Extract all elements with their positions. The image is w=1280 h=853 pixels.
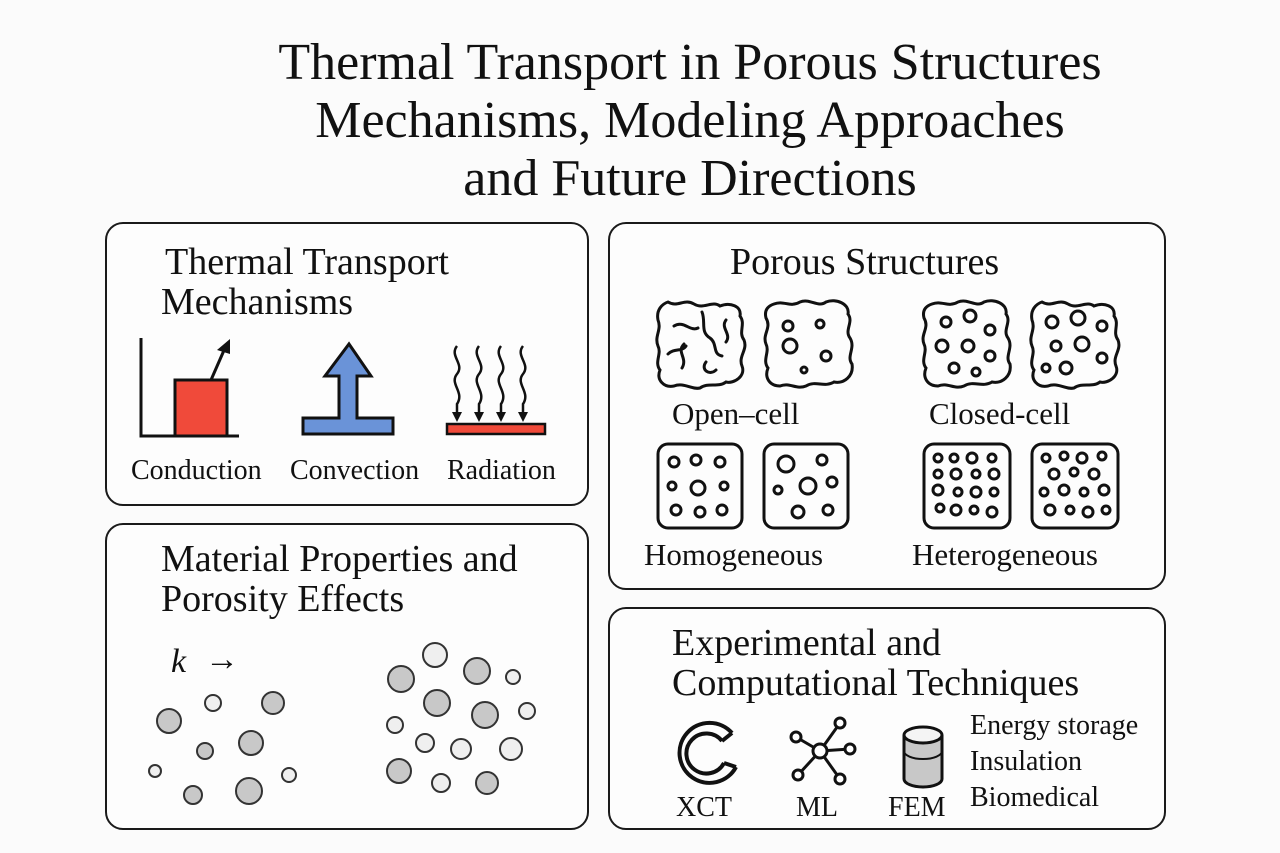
- convection-icon: [301, 341, 395, 436]
- conduction-label: Conduction: [131, 455, 262, 486]
- sparse-pores-icon: [148, 691, 297, 805]
- main-title: Thermal Transport in Porous Structures M…: [170, 34, 1210, 208]
- homogeneous-pores-icon-2: [762, 442, 850, 530]
- homogeneous-pores-icon-1: [656, 442, 744, 530]
- k-arrow-icon: →: [205, 641, 239, 678]
- ml-label: ML: [796, 792, 838, 823]
- open-cell-foam-icon-1: [655, 300, 747, 390]
- radiation-icon: [445, 345, 547, 436]
- techniques-title-line-1: Experimental and: [672, 622, 942, 664]
- radiation-label: Radiation: [447, 455, 556, 486]
- open-cell-foam-icon-2: [763, 299, 854, 389]
- heterogeneous-label: Heterogeneous: [912, 537, 1098, 572]
- material-title-line-2: Porosity Effects: [161, 578, 405, 620]
- conduction-icon: [139, 338, 239, 438]
- application-energy-storage: Energy storage: [970, 710, 1139, 741]
- convection-label: Convection: [290, 455, 420, 486]
- application-insulation: Insulation: [970, 746, 1082, 777]
- fem-cylinder-icon: [902, 725, 944, 789]
- heterogeneous-pores-icon-1: [922, 442, 1012, 530]
- closed-cell-foam-icon-2: [1029, 300, 1121, 390]
- heterogeneous-pores-icon-2: [1030, 442, 1120, 530]
- main-title-line-3: and Future Directions: [463, 150, 917, 207]
- mechanisms-panel: Thermal Transport Mechanisms Conduction …: [105, 222, 589, 506]
- dense-pores-icon: [386, 642, 536, 795]
- xct-label: XCT: [676, 792, 732, 823]
- mechanisms-title-line-2: Mechanisms: [161, 281, 354, 323]
- porous-structures-panel: Porous Structures Open–cell: [608, 222, 1166, 590]
- techniques-panel: Experimental and Computational Technique…: [608, 607, 1166, 830]
- ml-network-icon: [789, 716, 857, 786]
- mechanisms-title-line-1: Thermal Transport: [165, 241, 449, 283]
- material-title-line-1: Material Properties and: [161, 538, 518, 580]
- application-biomedical: Biomedical: [970, 782, 1100, 813]
- main-title-line-1: Thermal Transport in Porous Structures: [278, 34, 1102, 91]
- closed-cell-label: Closed-cell: [929, 396, 1071, 431]
- k-symbol: k: [171, 643, 187, 680]
- homogeneous-label: Homogeneous: [644, 537, 824, 572]
- techniques-title-line-2: Computational Techniques: [672, 662, 1080, 704]
- xct-scanner-icon: [677, 720, 738, 785]
- main-title-line-2: Mechanisms, Modeling Approaches: [315, 92, 1065, 149]
- fem-label: FEM: [888, 792, 946, 823]
- material-properties-panel: Material Properties and Porosity Effects…: [105, 523, 589, 830]
- closed-cell-foam-icon-1: [921, 299, 1012, 389]
- open-cell-label: Open–cell: [672, 396, 800, 431]
- porous-title: Porous Structures: [730, 241, 1000, 283]
